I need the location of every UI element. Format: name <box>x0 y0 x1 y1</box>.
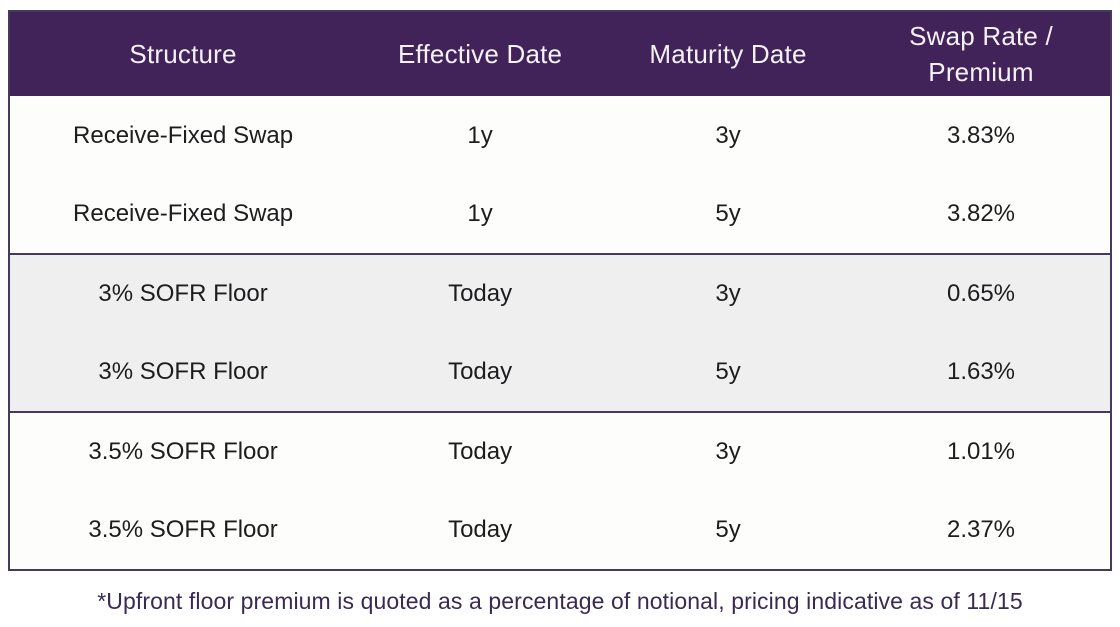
cell-rate: 2.37% <box>852 491 1111 570</box>
cell-rate: 3.83% <box>852 96 1111 175</box>
cell-effective-date: 1y <box>356 175 605 254</box>
cell-effective-date: Today <box>356 411 605 491</box>
cell-effective-date: 1y <box>356 96 605 175</box>
column-header-maturity-date: Maturity Date <box>604 11 852 96</box>
column-header-structure: Structure <box>9 11 357 96</box>
cell-maturity-date: 5y <box>604 175 852 254</box>
cell-maturity-date: 3y <box>604 96 852 175</box>
header-row: Structure Effective Date Maturity Date S… <box>9 11 1111 96</box>
cell-rate: 3.82% <box>852 175 1111 254</box>
cell-maturity-date: 3y <box>604 253 852 333</box>
column-header-swap-rate-premium: Swap Rate / Premium <box>852 11 1111 96</box>
swap-pricing-table: Structure Effective Date Maturity Date S… <box>8 10 1112 571</box>
cell-structure: 3% SOFR Floor <box>9 253 357 333</box>
table-row: Receive-Fixed Swap 1y 5y 3.82% <box>9 175 1111 254</box>
cell-maturity-date: 3y <box>604 411 852 491</box>
cell-structure: Receive-Fixed Swap <box>9 96 357 175</box>
table-row: Receive-Fixed Swap 1y 3y 3.83% <box>9 96 1111 175</box>
cell-maturity-date: 5y <box>604 491 852 570</box>
cell-structure: Receive-Fixed Swap <box>9 175 357 254</box>
table-row: 3.5% SOFR Floor Today 5y 2.37% <box>9 491 1111 570</box>
cell-rate: 1.63% <box>852 333 1111 412</box>
cell-effective-date: Today <box>356 253 605 333</box>
footnote: *Upfront floor premium is quoted as a pe… <box>97 588 1023 614</box>
cell-structure: 3.5% SOFR Floor <box>9 411 357 491</box>
cell-rate: 0.65% <box>852 253 1111 333</box>
cell-effective-date: Today <box>356 333 605 412</box>
table-row: 3% SOFR Floor Today 5y 1.63% <box>9 333 1111 412</box>
table-row: 3.5% SOFR Floor Today 3y 1.01% <box>9 411 1111 491</box>
cell-maturity-date: 5y <box>604 333 852 412</box>
cell-effective-date: Today <box>356 491 605 570</box>
column-header-effective-date: Effective Date <box>356 11 605 96</box>
cell-structure: 3% SOFR Floor <box>9 333 357 412</box>
column-header-swap-rate-premium-label: Swap Rate / Premium <box>909 20 1053 87</box>
cell-rate: 1.01% <box>852 411 1111 491</box>
cell-structure: 3.5% SOFR Floor <box>9 491 357 570</box>
table-row: 3% SOFR Floor Today 3y 0.65% <box>9 253 1111 333</box>
